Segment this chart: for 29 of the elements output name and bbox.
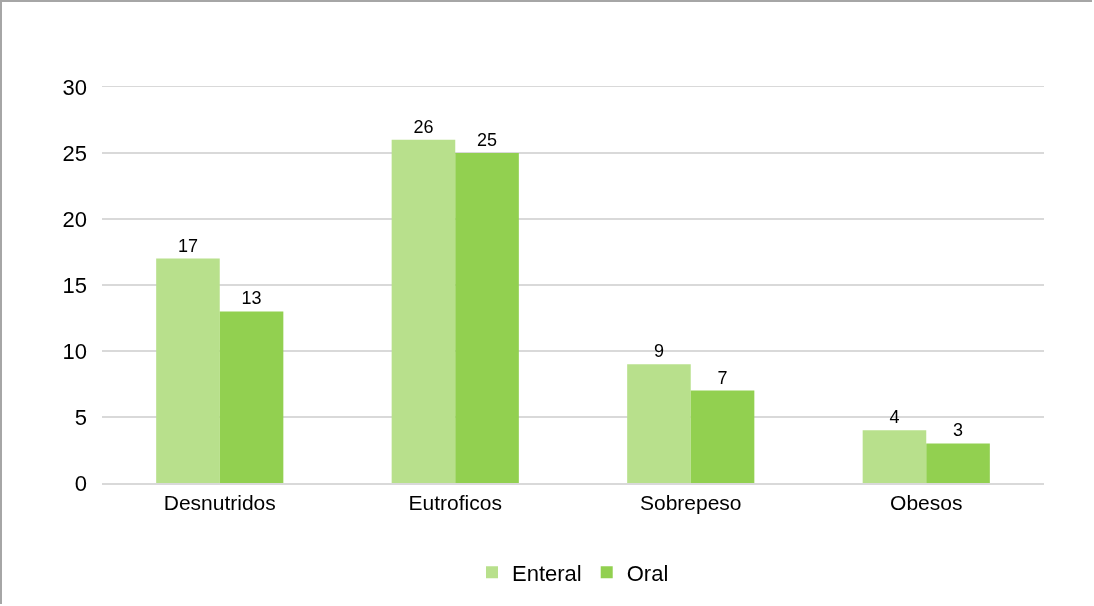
- x-tick-label: Sobrepeso: [639, 490, 742, 514]
- data-label: 3: [953, 420, 964, 441]
- y-tick-label: 5: [74, 404, 87, 430]
- y-tick-label: 30: [62, 74, 87, 100]
- y-tick-label: 25: [62, 140, 87, 166]
- y-tick-label: 0: [74, 470, 87, 496]
- bar: [862, 430, 927, 483]
- x-tick-label: Eutroficos: [408, 490, 502, 514]
- data-label: 13: [241, 288, 262, 309]
- data-label: 17: [177, 235, 198, 256]
- data-label: 26: [413, 116, 434, 137]
- y-tick-label: 15: [62, 272, 87, 298]
- x-tick-label: Desnutridos: [163, 490, 276, 514]
- y-tick-label: 10: [62, 338, 87, 364]
- data-label: 4: [889, 407, 900, 428]
- bar: [627, 364, 691, 483]
- legend-label: Enteral: [512, 560, 582, 586]
- bar: [455, 153, 519, 483]
- bar: [156, 258, 220, 483]
- bar: [219, 311, 284, 483]
- data-label: 25: [477, 130, 498, 150]
- bar: [690, 390, 755, 483]
- x-tick-label: Obesos: [890, 490, 963, 514]
- y-tick-label: 20: [62, 206, 87, 232]
- legend-label: Oral: [626, 560, 669, 586]
- data-label: 7: [717, 367, 728, 388]
- bar: [926, 443, 990, 483]
- bar: [391, 139, 456, 483]
- data-label: 9: [653, 341, 664, 362]
